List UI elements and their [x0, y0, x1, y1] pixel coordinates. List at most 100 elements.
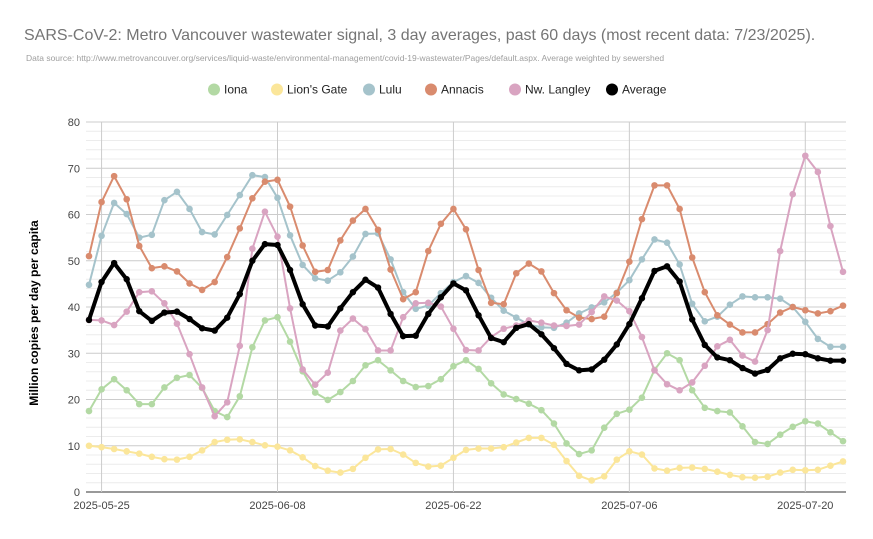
data-point [802, 306, 809, 314]
data-point [802, 417, 809, 425]
data-point [663, 349, 671, 357]
data-point [186, 371, 193, 379]
data-point [211, 231, 218, 238]
data-point [663, 263, 671, 270]
data-point [638, 394, 646, 401]
data-point [814, 335, 822, 343]
data-point [211, 327, 218, 334]
x-tick-label: 2025-05-25 [73, 500, 129, 512]
data-point [827, 462, 834, 469]
data-point [450, 362, 457, 370]
data-point [776, 355, 784, 362]
data-point [626, 258, 633, 265]
data-point [286, 338, 294, 345]
data-point [500, 307, 508, 315]
data-point [676, 356, 683, 364]
data-point [688, 386, 696, 394]
data-point [437, 220, 445, 228]
legend-item-iona: Iona [208, 83, 248, 97]
data-point [814, 355, 822, 362]
data-point [399, 295, 407, 303]
data-point [764, 473, 771, 481]
data-point [663, 182, 671, 189]
data-point [726, 356, 734, 364]
data-point [525, 400, 533, 407]
data-point [85, 442, 93, 450]
data-point [324, 369, 332, 376]
data-point [676, 386, 683, 394]
chart-title: SARS-CoV-2: Metro Vancouver wastewater s… [24, 27, 816, 44]
data-point [651, 236, 658, 243]
data-point [186, 280, 193, 287]
data-point [814, 168, 822, 176]
data-point [701, 341, 708, 349]
data-point [223, 436, 231, 444]
data-point [311, 462, 319, 470]
data-point [425, 310, 432, 318]
data-point [789, 466, 797, 474]
legend-swatch [363, 83, 375, 96]
legend-label: Lulu [379, 83, 402, 97]
data-point [249, 195, 256, 202]
data-point [173, 308, 181, 315]
data-point [839, 357, 847, 364]
data-point [324, 277, 332, 284]
data-point [450, 325, 457, 333]
data-point [249, 245, 256, 253]
data-point [776, 309, 784, 316]
data-point [161, 384, 168, 391]
data-point [676, 261, 683, 268]
data-point [701, 288, 709, 296]
data-point [337, 388, 344, 396]
data-point [651, 465, 658, 472]
data-point [299, 301, 306, 308]
data-point [751, 329, 759, 336]
data-point [726, 471, 734, 479]
data-point [789, 423, 797, 431]
y-tick-label: 70 [68, 163, 80, 175]
data-point [349, 253, 357, 260]
legend-item-lion-s-gate: Lion's Gate [271, 83, 348, 97]
data-point [613, 456, 621, 463]
data-point [462, 356, 470, 364]
series-annacis [85, 172, 847, 336]
data-point [374, 446, 382, 453]
data-point [575, 314, 583, 321]
data-point [324, 467, 332, 475]
data-point [425, 247, 432, 255]
data-point [613, 297, 621, 304]
data-point [538, 406, 545, 414]
data-point [261, 441, 269, 449]
y-tick-label: 60 [68, 210, 80, 222]
data-point [274, 443, 281, 450]
data-point [324, 323, 331, 330]
data-point [776, 431, 784, 438]
data-point [600, 293, 608, 300]
data-point [98, 278, 105, 286]
series-average [85, 240, 847, 377]
legend-label: Average [622, 83, 667, 97]
data-point [676, 205, 683, 213]
data-point [600, 313, 608, 321]
data-point [751, 438, 759, 446]
data-point [236, 435, 244, 443]
data-point [550, 322, 558, 329]
data-point [588, 447, 595, 454]
data-point [550, 420, 558, 427]
data-point [638, 215, 646, 223]
data-point [349, 465, 357, 473]
data-point [726, 336, 734, 344]
data-point [500, 325, 508, 333]
data-point [739, 364, 746, 372]
data-point [751, 370, 759, 377]
legend-label: Annacis [441, 83, 484, 97]
data-point [827, 307, 834, 315]
data-point [286, 305, 294, 312]
data-point [110, 445, 118, 453]
legend-item-nw-langley: Nw. Langley [509, 83, 590, 97]
data-point [274, 233, 281, 240]
data-point [261, 240, 269, 248]
data-point [701, 404, 709, 412]
data-point [601, 356, 608, 363]
legend: Iona Lion's Gate Lulu Annacis Nw. Langley Ave… [208, 83, 667, 97]
